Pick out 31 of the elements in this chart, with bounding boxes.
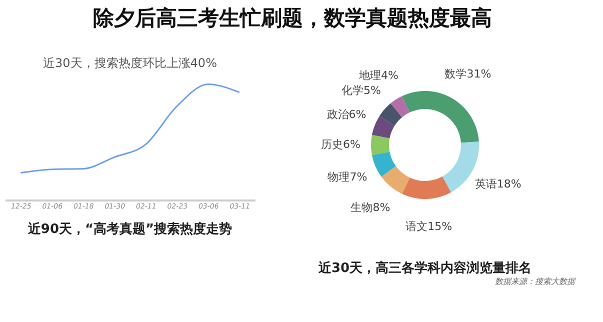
data-label: 31% bbox=[466, 67, 492, 80]
donut-slice bbox=[372, 152, 396, 177]
text: 近30天，高三各学科内容浏览量排名 bbox=[317, 260, 532, 276]
slice-label: 化学 bbox=[341, 84, 364, 97]
slice-label: 物理 bbox=[328, 170, 350, 184]
slice-label: 语文 bbox=[406, 220, 428, 233]
data-label: 6% bbox=[343, 138, 360, 152]
data-label: 15% bbox=[428, 220, 452, 233]
slice-label: 英语 bbox=[474, 177, 497, 190]
data-label: 6% bbox=[348, 108, 366, 121]
slice-label: 生物 bbox=[350, 201, 373, 214]
slice-label: 政治 bbox=[326, 108, 349, 121]
slice-label: 数学 bbox=[444, 67, 467, 80]
text: 近30天，搜索热度环比上涨40% bbox=[43, 56, 217, 70]
slice-label: 地理 bbox=[358, 68, 382, 82]
text: 除夕后高三考生忙刷题，数学真题热度最高 bbox=[93, 6, 492, 30]
donut-slice bbox=[402, 176, 452, 199]
donut-slice bbox=[381, 166, 410, 194]
donut-slice bbox=[371, 134, 390, 156]
data-label: 5% bbox=[363, 84, 381, 97]
data-label: 8% bbox=[372, 201, 390, 214]
data-label: 7% bbox=[350, 170, 368, 184]
text: 近90天，“高考真题”搜索热度走势 bbox=[26, 221, 232, 237]
source-note: 数据来源：搜索大数据 bbox=[495, 277, 576, 286]
donut-slice bbox=[372, 116, 395, 138]
slice-label: 历史 bbox=[321, 138, 343, 152]
donut-slice bbox=[402, 91, 479, 143]
donut-slice bbox=[379, 103, 402, 126]
data-label: 18% bbox=[496, 177, 522, 190]
donut-slice bbox=[390, 96, 410, 118]
data-label: 4% bbox=[381, 68, 399, 82]
